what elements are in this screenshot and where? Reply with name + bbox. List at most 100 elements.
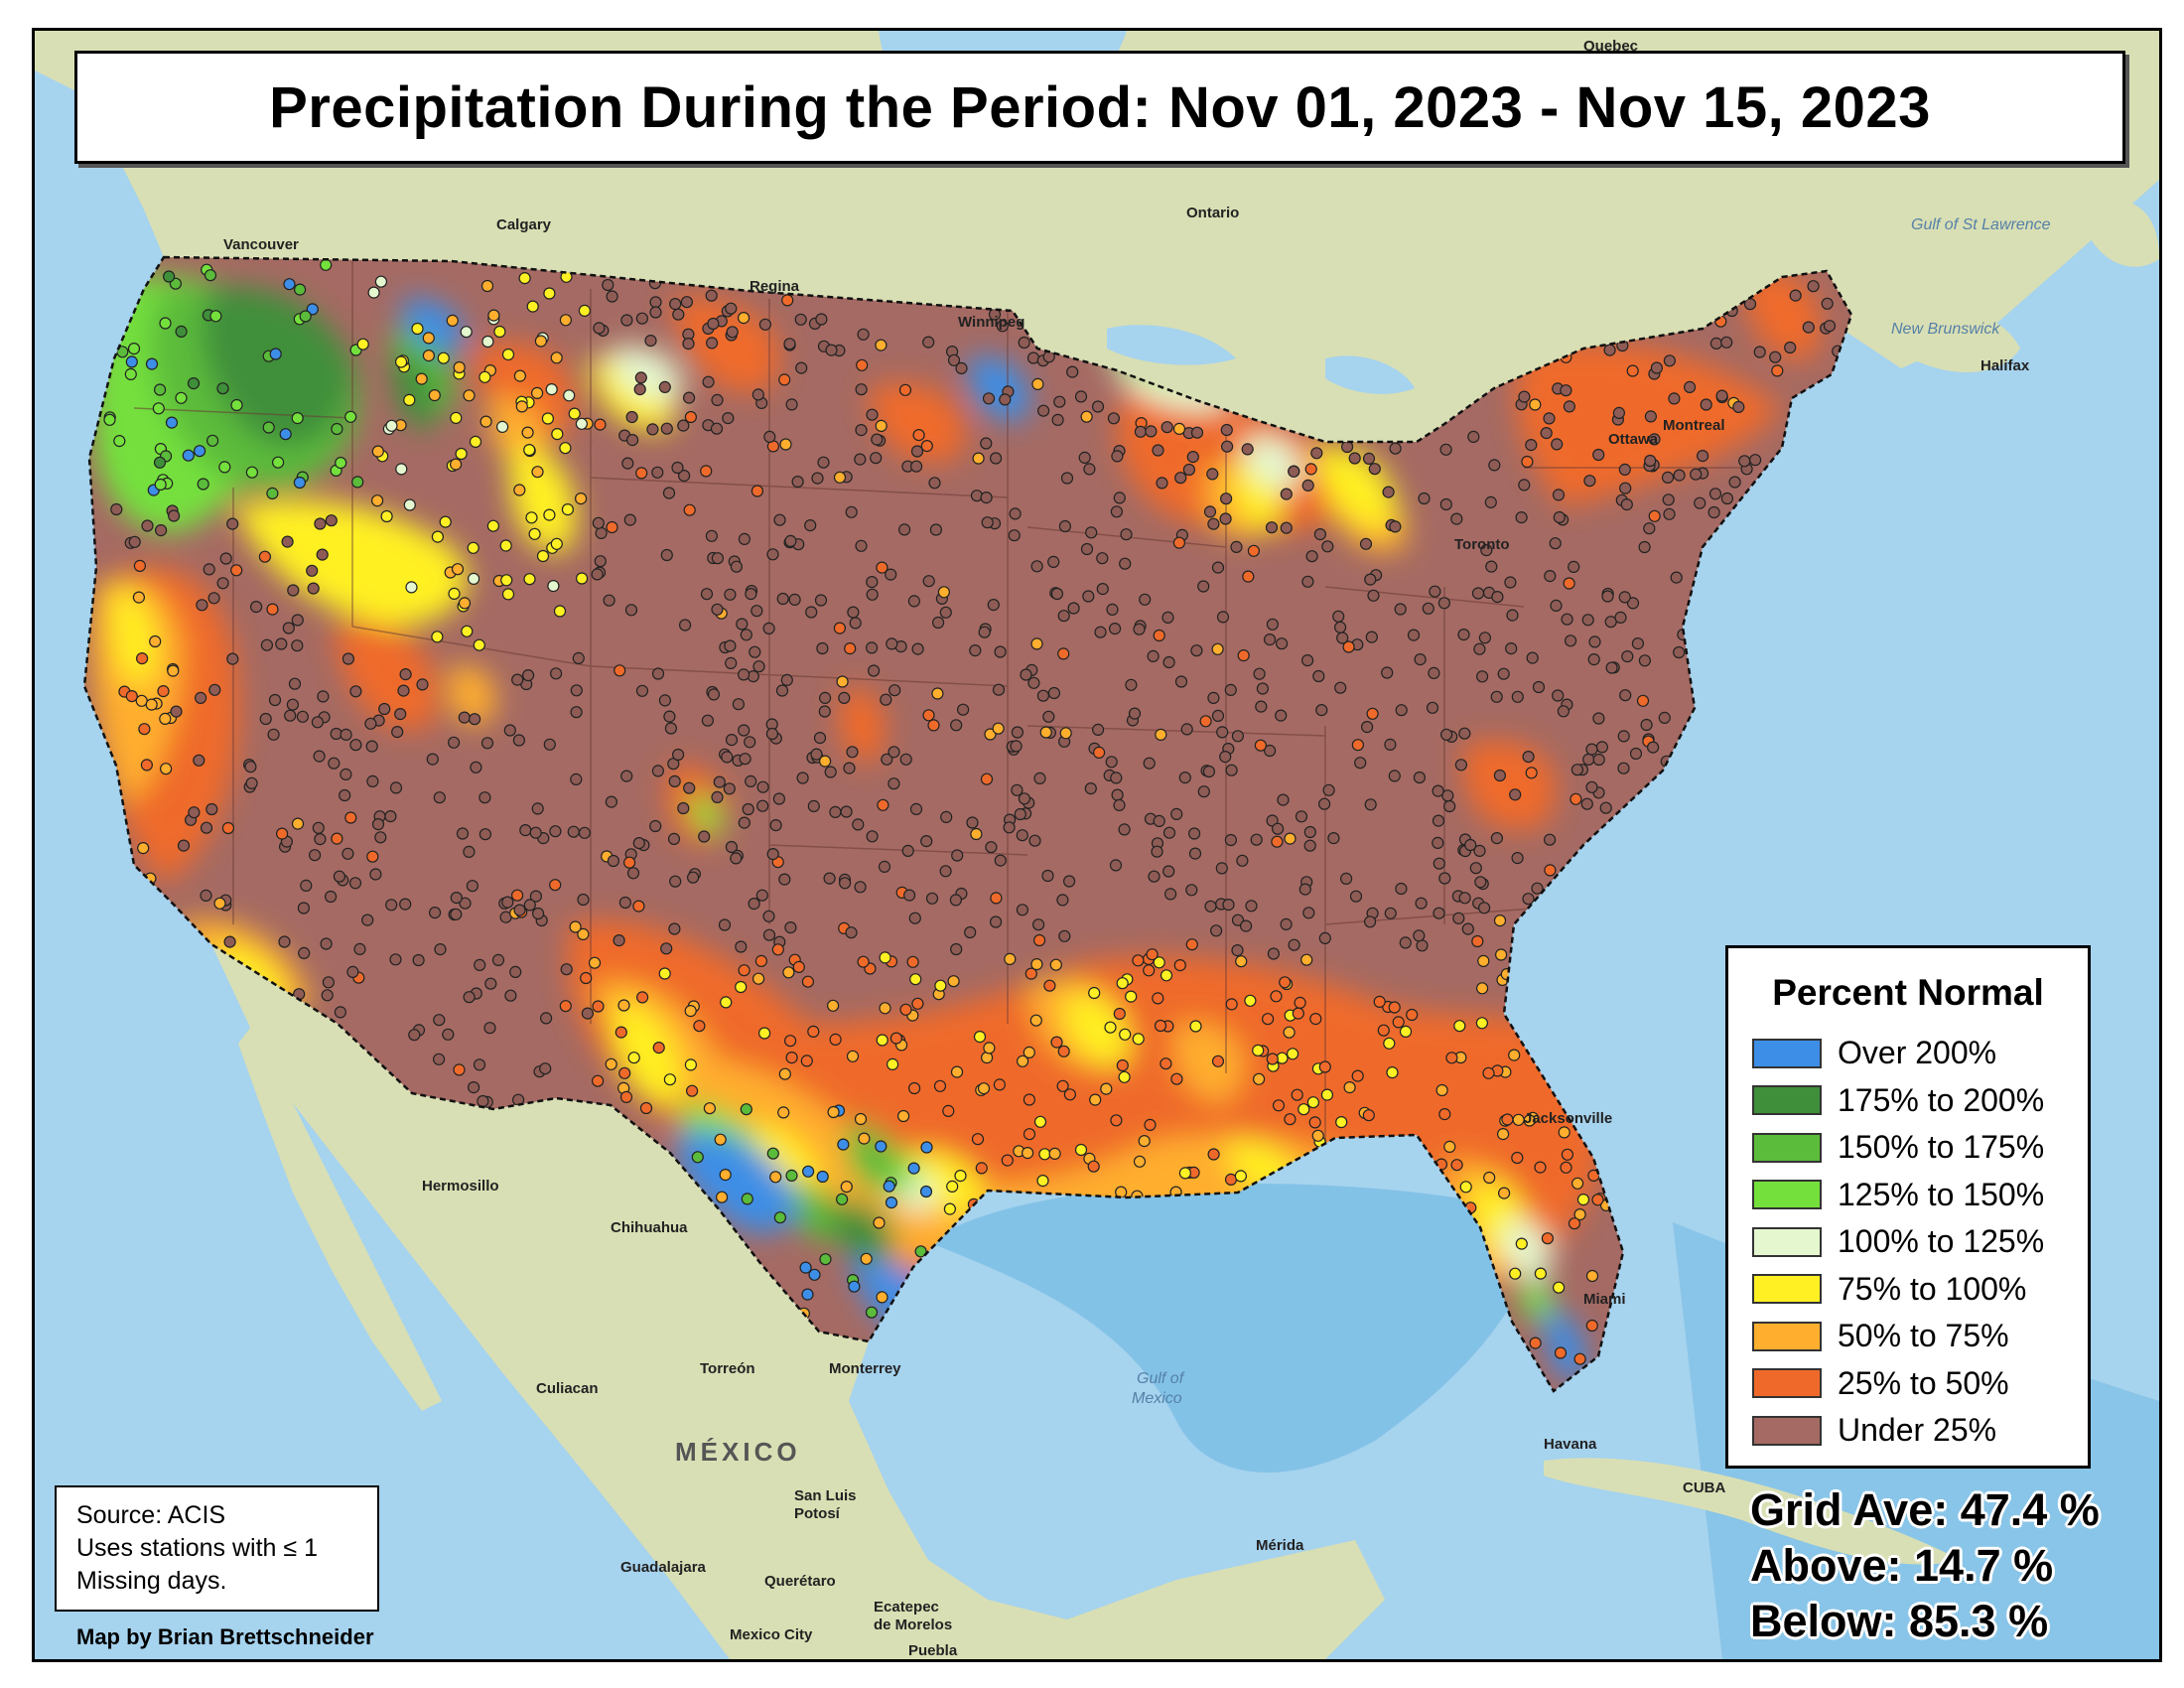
station-marker <box>1518 390 1531 403</box>
station-marker <box>922 709 935 722</box>
station-marker <box>939 865 952 878</box>
station-marker <box>348 877 362 890</box>
station-marker <box>771 943 784 956</box>
station-marker <box>934 979 947 992</box>
station-marker <box>1209 924 1223 937</box>
station-marker <box>840 1180 853 1194</box>
station-marker <box>1312 669 1325 683</box>
station-marker <box>763 430 776 443</box>
station-marker <box>705 289 718 302</box>
station-marker <box>1132 954 1145 967</box>
station-marker <box>259 712 272 726</box>
station-marker <box>213 897 226 910</box>
station-marker <box>569 920 582 933</box>
station-marker <box>671 461 684 475</box>
station-marker <box>1292 1007 1304 1020</box>
station-marker <box>266 487 279 499</box>
station-marker <box>845 505 858 518</box>
station-marker <box>1332 610 1345 623</box>
station-marker <box>875 1140 887 1153</box>
station-marker <box>906 955 919 968</box>
station-marker <box>278 935 291 948</box>
station-marker <box>685 1084 699 1097</box>
station-marker <box>1560 1161 1572 1174</box>
station-marker <box>846 746 859 759</box>
station-marker <box>570 706 583 719</box>
station-marker <box>1042 710 1055 723</box>
station-marker <box>250 600 263 614</box>
station-marker <box>940 810 953 824</box>
station-marker <box>422 332 435 345</box>
station-marker <box>1224 833 1238 847</box>
station-marker <box>788 593 801 607</box>
station-marker <box>1009 507 1022 520</box>
station-marker <box>745 774 757 788</box>
station-marker <box>395 463 408 476</box>
station-marker <box>572 651 585 665</box>
station-marker <box>902 889 916 902</box>
station-marker <box>1467 430 1480 443</box>
station-marker <box>523 573 536 586</box>
station-marker <box>140 759 154 772</box>
label-mexico-city: Mexico City <box>730 1626 813 1643</box>
station-marker <box>1147 649 1160 663</box>
station-marker <box>985 841 998 854</box>
station-marker <box>1471 587 1485 600</box>
station-marker <box>468 1080 480 1094</box>
station-marker <box>752 660 765 673</box>
station-marker <box>994 645 1007 658</box>
station-marker <box>466 880 478 893</box>
station-marker <box>469 713 481 726</box>
station-marker <box>720 996 733 1009</box>
legend-label: 175% to 200% <box>1838 1081 2045 1118</box>
station-marker <box>1644 454 1657 468</box>
station-marker <box>1190 644 1203 657</box>
station-marker <box>1443 799 1456 813</box>
station-marker <box>369 868 382 881</box>
station-marker <box>756 780 769 793</box>
station-marker <box>668 922 681 935</box>
station-marker <box>422 350 435 362</box>
label-gulf-of-mexico-2: Mexico <box>1132 1390 1182 1407</box>
station-marker <box>1001 1154 1014 1167</box>
station-marker <box>478 370 491 383</box>
station-marker <box>1617 762 1630 774</box>
station-marker <box>403 498 416 511</box>
station-marker <box>511 889 524 902</box>
station-marker <box>1311 1129 1324 1142</box>
station-marker <box>361 914 374 926</box>
station-marker <box>1433 907 1445 919</box>
station-marker <box>1162 826 1176 839</box>
station-marker <box>765 727 779 741</box>
station-marker <box>1541 1232 1555 1245</box>
station-marker <box>1549 537 1562 550</box>
station-marker <box>1631 636 1645 650</box>
station-marker <box>684 1004 697 1018</box>
station-marker <box>1107 412 1121 425</box>
station-marker <box>801 975 815 988</box>
station-marker <box>660 422 673 435</box>
station-marker <box>980 773 994 785</box>
station-marker <box>1241 443 1254 456</box>
station-marker <box>1219 750 1232 764</box>
station-marker <box>1658 711 1671 725</box>
station-marker <box>221 821 234 835</box>
station-marker <box>356 338 369 351</box>
station-marker <box>1450 1159 1463 1172</box>
station-marker <box>738 964 751 977</box>
station-marker <box>1153 629 1165 642</box>
station-marker <box>528 527 541 540</box>
station-marker <box>1253 667 1266 680</box>
station-marker <box>1568 560 1580 574</box>
station-marker <box>1266 618 1280 631</box>
station-marker <box>149 634 162 648</box>
station-marker <box>1648 509 1661 522</box>
station-marker <box>738 816 751 829</box>
station-marker <box>230 398 243 412</box>
station-marker <box>1030 637 1043 650</box>
station-marker <box>196 599 208 612</box>
station-marker <box>1438 1107 1451 1121</box>
station-marker <box>1583 475 1596 488</box>
station-marker <box>691 1151 704 1164</box>
station-marker <box>275 637 288 650</box>
